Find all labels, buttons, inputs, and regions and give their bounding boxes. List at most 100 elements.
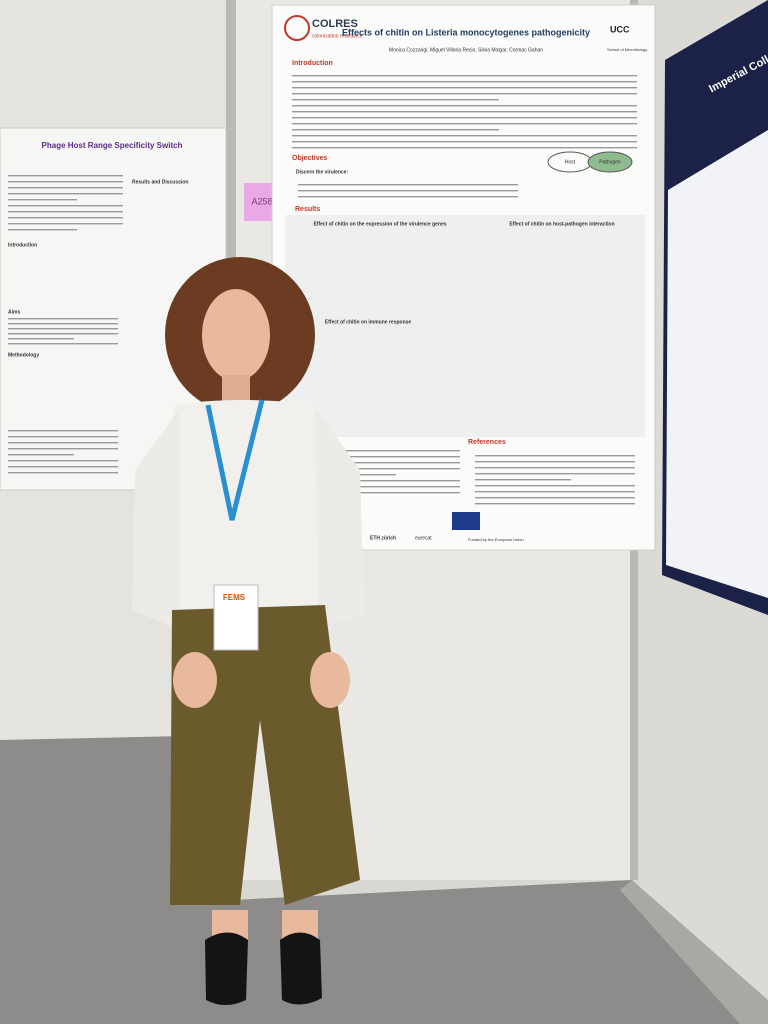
heading: Aims (8, 309, 20, 315)
text-line (475, 491, 635, 493)
text-line (8, 199, 77, 201)
hand (173, 652, 217, 708)
eu-flag (452, 512, 480, 530)
text-line (292, 129, 499, 131)
face (202, 289, 270, 381)
text-line (292, 93, 637, 95)
text-line (8, 193, 123, 195)
text-line (8, 175, 123, 177)
text-line (8, 318, 118, 320)
text-line (475, 461, 635, 463)
text-line (8, 211, 123, 213)
text-line (8, 181, 123, 183)
text-line (8, 217, 123, 219)
poster-title: Effects of chitin on Listeria monocytoge… (342, 27, 590, 37)
text-line (8, 448, 118, 450)
diagram-label: Host (565, 159, 576, 165)
sleeve (315, 408, 364, 628)
text-line (292, 99, 499, 101)
text-line (292, 135, 637, 137)
sponsor: eurecat (415, 535, 432, 541)
text-line (475, 455, 635, 457)
text-line (8, 454, 74, 456)
board-label: A258 (251, 196, 272, 206)
text-lines (292, 75, 637, 505)
text-line (292, 117, 637, 119)
text-line (298, 184, 518, 186)
authors: Monica Cozzarigi, Miguel Villoria Recio,… (389, 47, 543, 53)
text-line (292, 87, 637, 89)
hand (310, 652, 350, 708)
blouse (135, 400, 362, 625)
objective-lead: Discern the virulence: (296, 169, 349, 175)
section-heading: Introduction (292, 60, 333, 67)
sleeve (132, 408, 180, 630)
heading: Methodology (8, 352, 39, 358)
logo: COLRES (312, 18, 358, 30)
text-line (8, 442, 118, 444)
section-heading: References (468, 439, 506, 446)
text-line (8, 328, 118, 330)
badge-logo: FEMS (223, 593, 246, 602)
lanyard (205, 399, 265, 521)
result-title: Effect of chitin on host-pathogen intera… (509, 221, 614, 227)
text-line (292, 141, 637, 143)
text-line (300, 492, 460, 494)
logo-subtitle: colonisation resistance (312, 33, 363, 39)
text-line (8, 333, 118, 335)
sponsor: ETH zürich (370, 535, 396, 541)
text-line (8, 205, 123, 207)
text-line (300, 468, 460, 470)
section-heading: Results (295, 206, 320, 213)
text-line (475, 479, 571, 481)
text-line (475, 503, 635, 505)
section-heading: Objectives (292, 155, 328, 162)
text-line (8, 187, 123, 189)
text-line (292, 81, 637, 83)
text-line (8, 338, 74, 340)
text-line (298, 190, 518, 192)
heading: Results and Discussion (132, 179, 188, 185)
shoe (280, 932, 322, 1005)
text-line (8, 343, 118, 345)
left-poster-title: Phage Host Range Specificity Switch (42, 141, 183, 150)
result-title: Effect of chitin on immune response (325, 319, 412, 325)
right-poster-body (666, 130, 768, 598)
text-line (8, 323, 118, 325)
text-line (292, 105, 637, 107)
text-line (298, 196, 518, 198)
text-line (8, 229, 77, 231)
text-line (8, 466, 118, 468)
affiliation: UCC (610, 24, 630, 34)
text-line (475, 467, 635, 469)
text-line (8, 460, 118, 462)
text-line (292, 123, 637, 125)
sponsor: Funded by the European Union (468, 537, 524, 542)
text-line (475, 497, 635, 499)
text-line (475, 485, 635, 487)
text-line (8, 223, 123, 225)
floor-edge (620, 880, 768, 1024)
badge (213, 584, 259, 651)
diagram-pathogen (587, 151, 633, 173)
shoe (205, 932, 248, 1005)
text-line (300, 486, 460, 488)
text-line (300, 480, 460, 482)
affiliation-subtitle: School of Microbiology (607, 47, 647, 52)
text-line (300, 450, 460, 452)
logo-mark (284, 15, 310, 41)
text-line (292, 75, 637, 77)
heading: Introduction (8, 242, 37, 248)
text-lines (8, 175, 123, 474)
text-line (8, 430, 118, 432)
text-line (8, 436, 118, 438)
text-line (292, 147, 637, 149)
results-box (285, 215, 645, 437)
result-title: Effect of chitin on the expression of th… (313, 221, 446, 227)
text-line (292, 111, 637, 113)
text-line (8, 472, 118, 474)
text-line (300, 462, 460, 464)
diagram-label: Pathogen (599, 159, 621, 165)
text-line (475, 473, 635, 475)
